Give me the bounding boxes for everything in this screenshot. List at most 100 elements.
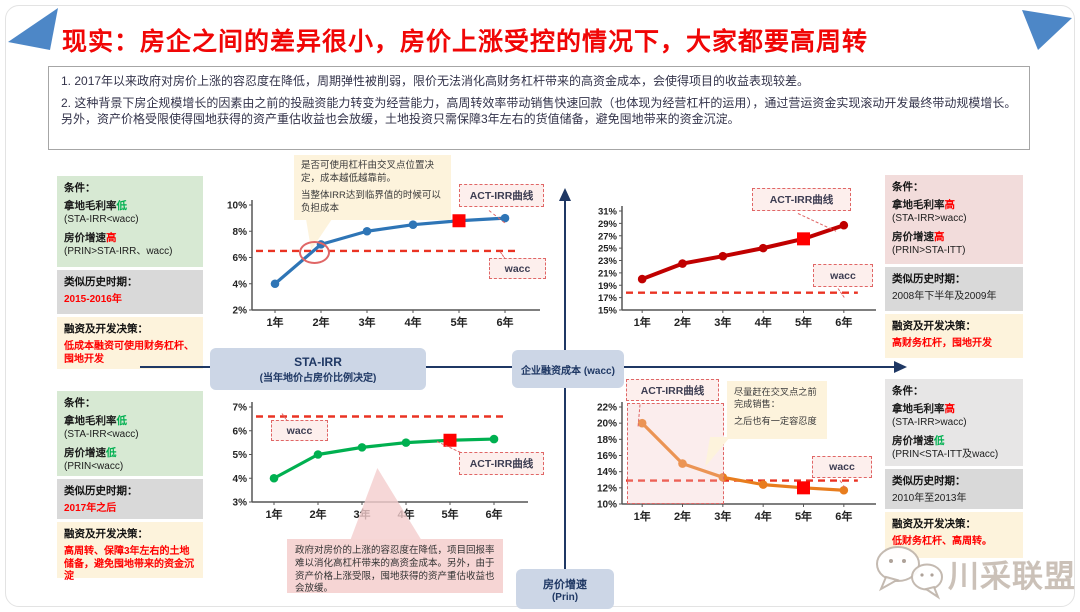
watermark: 川采联盟: [872, 542, 1076, 605]
svg-text:1年: 1年: [266, 315, 283, 329]
margin-label: 拿地毛利率: [892, 199, 945, 212]
panel-bottomright-history: 类似历史时期： 2010年至2013年: [885, 469, 1023, 509]
wacc-axis-label: 企业融资成本 (wacc): [521, 365, 615, 377]
margin-formula: (STA-IRR<wacc): [64, 429, 139, 441]
svg-text:2年: 2年: [309, 507, 326, 521]
svg-text:5年: 5年: [450, 315, 467, 329]
margin-value: 低: [116, 200, 128, 213]
panel-topleft-history: 类似历史时期： 2015-2016年: [57, 270, 203, 314]
price-formula: (PRIN>STA-IRR、wacc): [64, 245, 173, 257]
tl-annotation-line2: 当整体IRR达到临界值的时候可以负担成本: [301, 190, 441, 214]
svg-text:4%: 4%: [233, 474, 248, 485]
price-value: 低: [106, 446, 117, 459]
svg-text:2年: 2年: [312, 315, 329, 329]
margin-formula: (STA-IRR<wacc): [64, 214, 139, 226]
panel-bottomleft-history: 类似历史时期： 2017年之后: [57, 479, 203, 519]
svg-text:4%: 4%: [233, 279, 248, 290]
svg-text:6年: 6年: [496, 315, 513, 329]
decor-triangle-left-icon: [6, 6, 66, 59]
panel-topright-conditions: 条件： 拿地毛利率高 (STA-IRR>wacc) 房价增速高 (PRIN>ST…: [885, 175, 1023, 264]
margin-value: 低: [116, 415, 128, 428]
chart-topleft-act-irr: 2% 4% 6% 8% 10% 1年 2年 3年 4年 5年 6年: [222, 196, 544, 334]
br-wacc-label: wacc: [812, 456, 872, 478]
svg-text:29%: 29%: [598, 219, 618, 230]
margin-value: 高: [944, 199, 956, 212]
dec-title: 融资及开发决策：: [892, 320, 976, 332]
hist-title: 类似历史时期：: [892, 273, 966, 285]
svg-text:19%: 19%: [598, 281, 618, 292]
svg-text:4年: 4年: [755, 315, 772, 329]
svg-text:5年: 5年: [795, 315, 812, 329]
svg-text:31%: 31%: [598, 207, 618, 218]
tr-wacc-label: wacc: [813, 264, 873, 287]
br-act-irr-label: ACT-IRR曲线: [626, 379, 719, 401]
panel-topright-history: 类似历史时期： 2008年下半年及2009年: [885, 267, 1023, 311]
intro-box: 1. 2017年以来政府对房价上涨的容忍度在降低，周期弹性被削弱，限价无法消化高…: [48, 66, 1030, 150]
svg-text:6年: 6年: [485, 507, 502, 521]
intersection-circle: [299, 241, 330, 264]
svg-text:3年: 3年: [714, 509, 731, 523]
prin-label: 房价增速: [543, 578, 587, 591]
hist-value: 2017年之后: [64, 503, 117, 515]
dec-value: 低财务杠杆、高周转。: [892, 536, 992, 548]
hist-value: 2015-2016年: [64, 294, 122, 306]
svg-text:18%: 18%: [597, 435, 617, 446]
hist-value: 2008年下半年及2009年: [892, 291, 997, 303]
svg-text:3%: 3%: [233, 498, 248, 509]
svg-text:6年: 6年: [835, 509, 852, 523]
tl-annotation-line1: 是否可使用杠杆由交叉点位置决定，成本越低越靠前。: [301, 160, 435, 184]
panel-topright-decision: 融资及开发决策： 高财务杠杆，囤地开发: [885, 314, 1023, 358]
axis-label-wacc: 企业融资成本 (wacc): [512, 350, 624, 388]
svg-text:27%: 27%: [598, 231, 618, 242]
price-value: 高: [934, 230, 945, 243]
svg-text:2年: 2年: [674, 509, 691, 523]
svg-text:21%: 21%: [598, 268, 618, 279]
price-value: 高: [106, 231, 117, 244]
tl-act-irr-label: ACT-IRR曲线: [459, 184, 544, 207]
svg-text:5%: 5%: [233, 450, 248, 461]
hist-title: 类似历史时期：: [892, 475, 966, 487]
price-label: 房价增速: [892, 434, 934, 447]
price-formula: (PRIN<wacc): [64, 460, 124, 472]
svg-text:1年: 1年: [265, 507, 282, 521]
bl-wacc-label: wacc: [271, 420, 328, 441]
svg-text:12%: 12%: [597, 483, 617, 494]
svg-text:25%: 25%: [598, 244, 618, 255]
panel-bottomleft-conditions: 条件： 拿地毛利率低 (STA-IRR<wacc) 房价增速低 (PRIN<wa…: [57, 391, 203, 476]
svg-text:6%: 6%: [233, 253, 248, 264]
price-formula: (PRIN<STA-ITT及wacc): [892, 448, 999, 460]
price-label: 房价增速: [64, 446, 106, 459]
bl-annotation: 政府对房价的上涨的容忍度在降低，项目回报率难以消化高杠杆带来的高资金成本。另外，…: [287, 539, 503, 594]
price-label: 房价增速: [64, 231, 106, 244]
axis-label-sta-irr: STA-IRR (当年地价占房价比例决定): [210, 348, 426, 390]
svg-text:1年: 1年: [634, 509, 651, 523]
price-formula: (PRIN>STA-ITT): [892, 244, 966, 256]
page-title: 现实：房企之间的差异很小，房价上涨受控的情况下，大家都要高周转: [62, 28, 869, 56]
dec-value: 高财务杠杆，囤地开发: [892, 338, 992, 350]
margin-formula: (STA-IRR>wacc): [892, 213, 967, 225]
margin-value: 高: [944, 403, 956, 416]
svg-text:10%: 10%: [227, 201, 247, 212]
svg-text:20%: 20%: [597, 419, 617, 430]
svg-text:5年: 5年: [795, 509, 812, 523]
wechat-bubbles-icon: [872, 542, 948, 605]
tl-wacc-label: wacc: [489, 258, 546, 279]
cond-title: 条件：: [64, 397, 96, 409]
intro-point-2: 2. 这种背景下房企规模增长的因素由之前的投融资能力转变为经营能力，高周转效率带…: [61, 96, 1017, 127]
hist-value: 2010年至2013年: [892, 493, 967, 505]
svg-text:23%: 23%: [598, 256, 618, 267]
vertical-axis-arrow-icon: [559, 188, 571, 201]
cond-title: 条件：: [892, 181, 924, 193]
svg-text:5年: 5年: [441, 507, 458, 521]
br-annotation-line1: 尽量赶在交叉点之前完成销售：: [734, 387, 817, 410]
intro-point-1: 1. 2017年以来政府对房价上涨的容忍度在降低，周期弹性被削弱，限价无法消化高…: [61, 74, 810, 88]
watermark-text: 川采联盟: [948, 559, 1076, 594]
margin-label: 拿地毛利率: [64, 200, 117, 213]
panel-topleft-conditions: 条件： 拿地毛利率低 (STA-IRR<wacc) 房价增速高 (PRIN>ST…: [57, 176, 203, 267]
svg-text:17%: 17%: [598, 293, 618, 304]
panel-topleft-decision: 融资及开发决策： 低成本融资可使用财务杠杆、囤地开发: [57, 317, 203, 369]
chart-bottomright-act-irr: 10% 12% 14% 16% 18% 20% 22% 1年 2年 3年 4年 5年 6年: [592, 398, 880, 528]
svg-text:2年: 2年: [674, 315, 691, 329]
svg-text:10%: 10%: [597, 500, 617, 511]
